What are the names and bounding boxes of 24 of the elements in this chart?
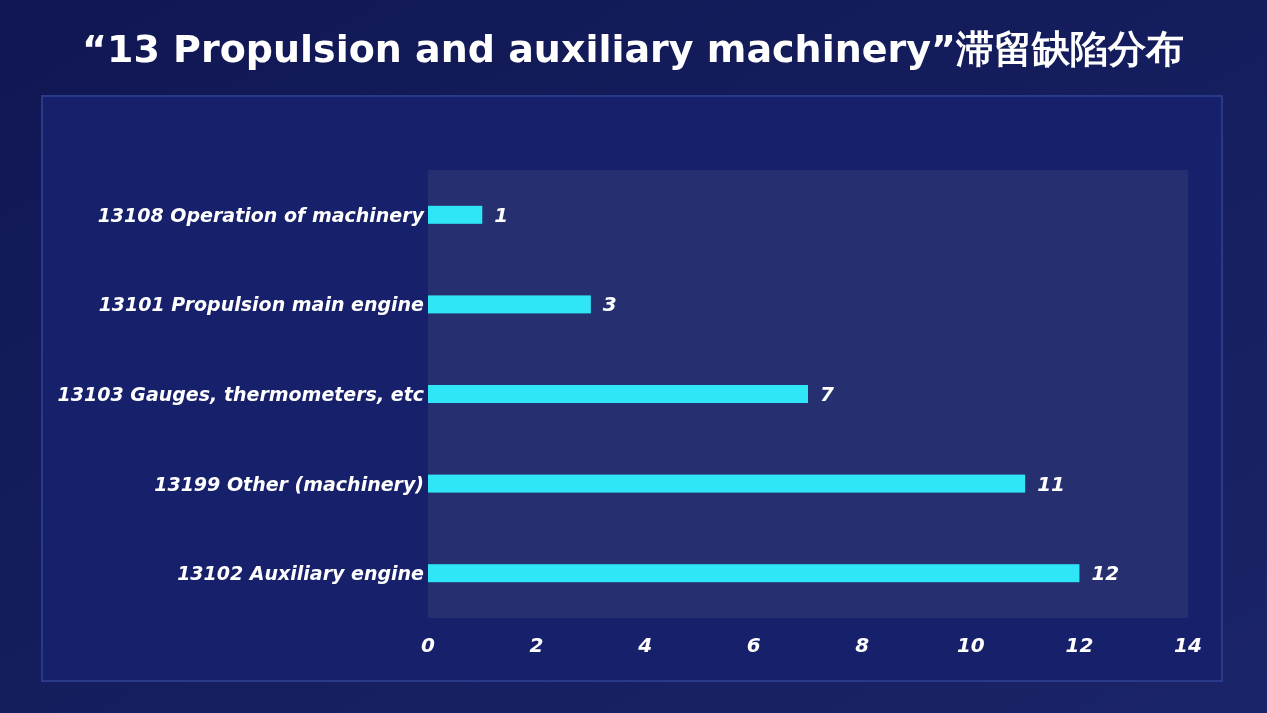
x-tick-label: 14 bbox=[1174, 633, 1202, 657]
bar bbox=[428, 564, 1080, 583]
y-tick-label: 13103 Gauges, thermometers, etc bbox=[57, 383, 425, 405]
bar bbox=[428, 295, 591, 314]
y-tick-label: 13101 Propulsion main engine bbox=[98, 293, 425, 316]
y-tick-label: 13102 Auxiliary engine bbox=[177, 562, 425, 585]
bar bbox=[428, 205, 483, 224]
y-tick-label: 13199 Other (machinery) bbox=[154, 472, 424, 495]
x-tick-label: 6 bbox=[746, 633, 761, 657]
x-tick-label: 10 bbox=[956, 633, 985, 657]
x-tick-label: 8 bbox=[855, 633, 870, 657]
bar bbox=[428, 474, 1026, 493]
data-label: 3 bbox=[602, 292, 617, 317]
data-label: 7 bbox=[820, 382, 834, 406]
chart-title: “13 Propulsion and auxiliary machinery”滞留缺陷分布 bbox=[81, 27, 1185, 71]
data-label: 1 bbox=[494, 202, 509, 227]
data-label: 12 bbox=[1091, 561, 1120, 586]
x-tick-label: 12 bbox=[1065, 633, 1094, 657]
x-tick-label: 0 bbox=[421, 633, 436, 657]
y-tick-label: 13108 Operation of machinery bbox=[97, 203, 426, 226]
bar bbox=[428, 385, 808, 403]
x-tick-label: 2 bbox=[529, 633, 544, 657]
x-tick-label: 4 bbox=[637, 633, 653, 657]
data-label: 11 bbox=[1037, 471, 1065, 496]
